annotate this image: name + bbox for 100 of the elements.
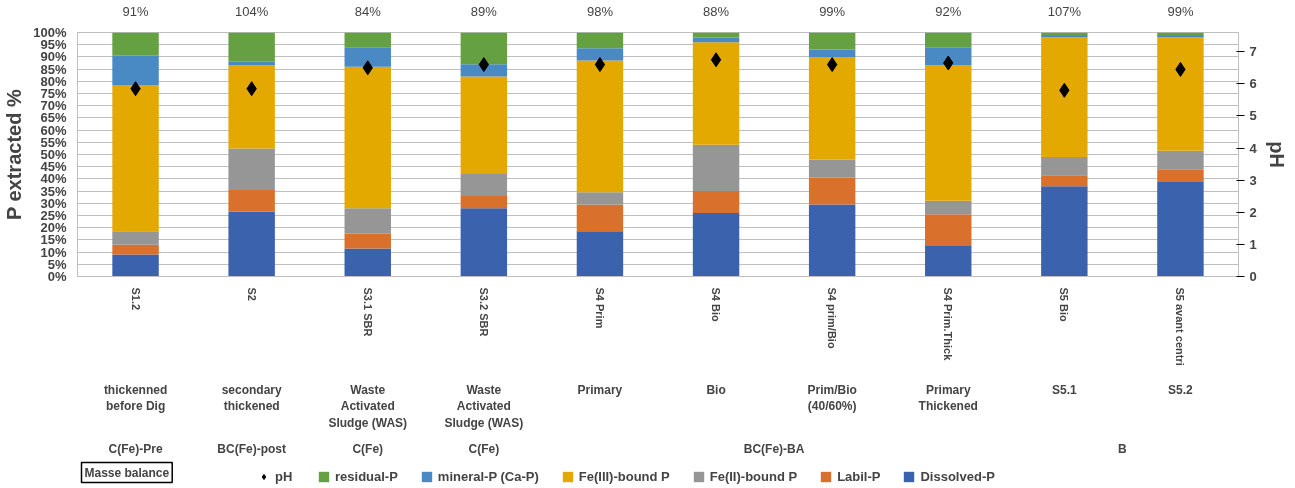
bar xyxy=(112,84,159,232)
y-tick-label: 50% xyxy=(40,147,67,162)
bar xyxy=(228,189,275,212)
bar xyxy=(460,208,508,277)
text: Masse balance xyxy=(84,465,170,480)
legend-label: pH xyxy=(275,469,294,484)
text: 99% xyxy=(1167,3,1194,19)
point xyxy=(826,57,838,73)
bar xyxy=(1041,175,1088,187)
y-tick-label: 25% xyxy=(40,208,67,223)
text: Waste Activated Sludge (WAS) xyxy=(444,382,524,431)
bar xyxy=(228,65,275,149)
bar xyxy=(460,195,508,209)
y2-tick-label: 0 xyxy=(1249,269,1257,284)
bar xyxy=(1157,150,1204,170)
y-tick-label: 0% xyxy=(47,269,67,284)
bar xyxy=(112,55,159,85)
x-tick-label: S4 Bio xyxy=(710,287,723,323)
bar xyxy=(576,32,624,49)
y2-tick-label: 4 xyxy=(1249,140,1258,156)
text: 104% xyxy=(235,3,269,19)
text: BC(Fe)-post xyxy=(217,441,286,456)
bar xyxy=(692,144,740,192)
bar xyxy=(344,32,391,48)
x-tick-label: S3.1 SBR xyxy=(361,287,374,337)
bar xyxy=(344,66,391,209)
bar xyxy=(112,254,159,277)
bar xyxy=(925,65,972,201)
bar xyxy=(576,48,624,61)
text: secondary thickened xyxy=(221,382,282,414)
bar xyxy=(344,208,391,234)
bar xyxy=(1041,37,1088,157)
point xyxy=(478,57,490,73)
text: 89% xyxy=(470,3,498,19)
bar xyxy=(112,32,159,56)
bar xyxy=(576,192,624,205)
bar xyxy=(1157,169,1204,182)
text: 99% xyxy=(819,3,846,19)
y2-tick-label: 2 xyxy=(1249,204,1257,220)
bar xyxy=(692,37,740,43)
bar xyxy=(925,32,972,48)
text: Bio xyxy=(706,382,726,397)
bar xyxy=(692,191,740,214)
bar xyxy=(808,32,856,50)
bar xyxy=(228,148,275,190)
bar xyxy=(460,174,508,196)
y2-axis-title: pH xyxy=(1265,141,1288,168)
legend-label: Dissolved-P xyxy=(920,469,995,484)
x-tick-label: S4 Prim.Thick xyxy=(942,287,955,362)
x-tick-label: S2 xyxy=(245,287,258,301)
bar xyxy=(925,200,972,215)
x-tick-label: S5 avant centri xyxy=(1174,287,1187,366)
bar xyxy=(1041,156,1088,176)
y-tick-label: 100% xyxy=(33,25,67,40)
bar xyxy=(925,246,972,277)
legend-label: mineral-P (Ca-P) xyxy=(437,469,539,484)
bar xyxy=(228,32,275,62)
text: 88% xyxy=(703,3,730,19)
text: Primary xyxy=(577,382,623,397)
y2-tick-label: 5 xyxy=(1249,108,1257,124)
text: C(Fe)-Pre xyxy=(108,441,163,456)
text: 92% xyxy=(935,3,962,19)
bar xyxy=(1157,181,1204,277)
bar xyxy=(808,159,856,178)
bar xyxy=(925,47,972,66)
bar xyxy=(460,32,508,65)
y2-tick-label: 1 xyxy=(1249,236,1257,252)
text: C(Fe) xyxy=(468,441,500,456)
bar xyxy=(692,42,740,145)
bar xyxy=(228,211,275,277)
bar xyxy=(808,177,856,205)
x-tick-label: S4 Prim xyxy=(593,287,606,329)
bar xyxy=(808,49,856,57)
bar xyxy=(576,231,624,277)
x-tick-label: S4 prim/Bio xyxy=(826,287,839,349)
text: BC(Fe)-BA xyxy=(743,441,805,456)
bar xyxy=(692,213,740,277)
bar xyxy=(1157,37,1204,151)
text: Prim/Bio (40/60%) xyxy=(807,382,857,414)
bar xyxy=(344,248,391,277)
text: Waste Activated Sludge (WAS) xyxy=(328,382,408,431)
y2-tick-label: 7 xyxy=(1249,44,1257,60)
legend-label: Labil-P xyxy=(837,469,881,484)
x-tick-label: S5 Bio xyxy=(1058,287,1071,323)
text: 84% xyxy=(354,3,382,19)
legend-label: Fe(III)-bound P xyxy=(578,469,670,484)
x-tick-label: S3.2 SBR xyxy=(477,287,490,337)
bar xyxy=(576,60,624,193)
text: B xyxy=(1118,441,1128,456)
bar xyxy=(808,56,856,160)
bar xyxy=(576,204,624,232)
bar xyxy=(1041,186,1088,277)
bar xyxy=(925,214,972,246)
text: 98% xyxy=(586,3,614,19)
text: Primary Thickened xyxy=(918,382,978,414)
x-tick-label: S1.2 xyxy=(129,287,142,311)
bar xyxy=(112,231,159,245)
y2-tick-label: 6 xyxy=(1249,76,1257,92)
legend-label: residual-P xyxy=(335,469,398,484)
text: thickenned before Dig xyxy=(103,382,168,414)
